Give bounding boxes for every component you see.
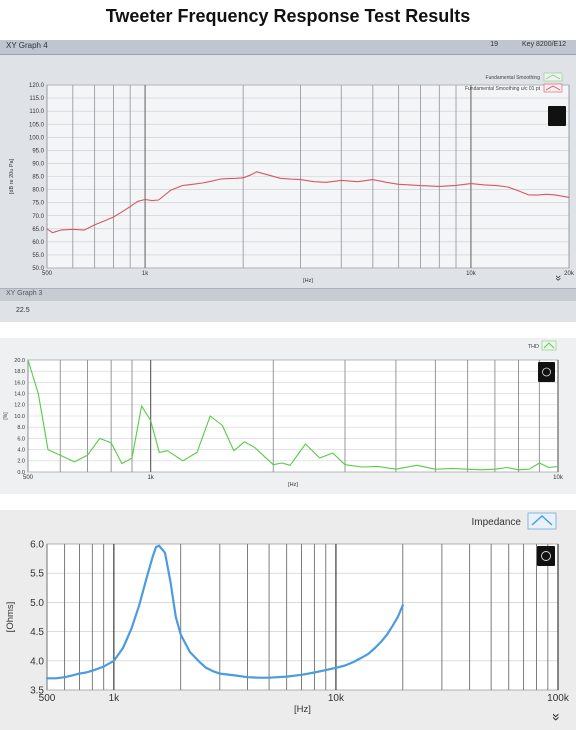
legend-glyph [545,74,561,80]
x-tick-label: 20k [564,271,575,277]
legend-label: Fundamental Smoothing u/c 01 pt [465,86,541,92]
y-tick-label: 10.0 [14,414,25,420]
y-tick-label: 4.0 [17,448,25,454]
y-tick-label: 75.0 [32,201,44,207]
y-tick-label: 4.0 [30,656,44,667]
x-tick-label: 1k [147,475,154,481]
y-tick-label: 115.0 [29,96,44,102]
legend-swatch[interactable] [541,340,557,351]
y-axis-label: [dB re 20u Pa] [9,158,15,194]
y-tick-label: 110.0 [29,109,44,115]
y-tick-label: 55.0 [32,253,44,259]
x-axis-label: [Hz] [294,704,311,715]
window-number: 19 [490,41,498,48]
series-line [27,359,559,471]
window-key: Key 8200/E12 [522,41,566,48]
double-chevron-down-icon[interactable]: » [552,275,564,281]
thd-chart: 0.0 2.0 4.0 6.0 8.0 10.0 12.0 14.0 16.0 18.0 20.0 5… [3,340,564,488]
x-tick-label: 10k [466,271,477,277]
window-titlebar[interactable]: XY Graph 4 19 Key 8200/E12 [0,40,576,55]
thd-panel: 0.0 2.0 4.0 6.0 8.0 10.0 12.0 14.0 16.0 18.0 20.0 5… [0,338,576,494]
y-tick-label: 80.0 [32,188,44,194]
legend-label: Impedance [472,517,522,528]
y-tick-label: 95.0 [32,148,44,154]
y-tick-label: 70.0 [32,214,44,220]
x-tick-label: 1k [142,271,149,277]
y-tick-label: 65.0 [32,227,44,233]
y-tick-label: 12.0 [14,403,25,409]
legend-swatch[interactable] [543,72,563,82]
frequency-response-panel: XY Graph 4 19 Key 8200/E12 50.0 55.0 60.0 6… [0,40,576,322]
legend-label: THD [528,344,539,350]
y-tick-label: 18.0 [14,369,25,375]
y-tick-label: 20.0 [14,358,25,364]
subwindow-tick: 22.5 [16,307,30,314]
y-tick-label: 120.0 [29,83,45,89]
legend-swatch[interactable] [543,83,563,93]
window-title: XY Graph 4 [6,41,48,50]
x-tick-label: 10k [328,693,345,704]
x-tick-label: 500 [23,475,34,481]
graph-palette-icon[interactable] [537,546,555,566]
y-tick-label: 100.0 [29,135,45,141]
palette-glyph [541,551,551,561]
subwindow-titlebar[interactable]: XY Graph 3 [0,288,576,301]
subwindow-title: XY Graph 3 [6,290,43,297]
y-tick-label: 2.0 [17,459,25,465]
frequency-response-chart: 50.0 55.0 60.0 65.0 70.0 75.0 80.0 85.0 90.0 95.0… [9,72,575,284]
y-tick-label: 5.5 [30,569,44,580]
y-tick-label: 4.5 [30,627,44,638]
y-tick-label: 6.0 [30,540,44,551]
y-tick-label: 14.0 [14,392,25,398]
y-tick-label: 3.5 [30,686,44,697]
page-title: Tweeter Frequency Response Test Results [105,6,471,26]
x-tick-label: 100k [547,693,570,704]
y-axis-label: [%] [3,412,9,420]
y-axis-label: [Ohms] [5,602,16,633]
y-tick-label: 50.0 [32,266,44,272]
y-tick-label: 90.0 [32,162,44,168]
y-tick-label: 0.0 [17,470,25,476]
series-line [46,171,570,234]
x-tick-label: 500 [42,271,53,277]
x-axis-label: [Hz] [303,278,313,284]
plot-area [46,543,559,691]
y-tick-label: 16.0 [14,380,25,386]
x-tick-label: 10k [553,475,564,481]
x-tick-label: 500 [39,693,56,704]
x-axis-label: [Hz] [288,482,298,488]
legend-glyph [543,342,555,349]
impedance-chart: 3.5 4.0 4.5 5.0 5.5 6.0 500 1k 10k 100k [Hz] [Ohms]… [5,512,570,721]
y-tick-label: 85.0 [32,175,44,181]
y-tick-label: 5.0 [30,598,44,609]
y-tick-label: 6.0 [17,436,25,442]
y-tick-label: 105.0 [29,122,45,128]
palette-glyph [542,367,551,377]
legend-glyph [531,515,553,526]
y-tick-label: 8.0 [17,425,25,431]
series-line [45,544,404,680]
y-tick-label: 60.0 [32,240,44,246]
graph-palette-icon[interactable] [548,106,566,126]
double-chevron-down-icon[interactable]: » [549,713,565,721]
legend-glyph [545,85,561,91]
impedance-panel: 3.5 4.0 4.5 5.0 5.5 6.0 500 1k 10k 100k [Hz] [Ohms]… [0,510,576,730]
legend-swatch[interactable] [527,512,557,530]
x-tick-label: 1k [109,693,121,704]
legend-label: Fundamental Smoothing [486,75,541,81]
graph-palette-icon[interactable] [538,362,555,382]
